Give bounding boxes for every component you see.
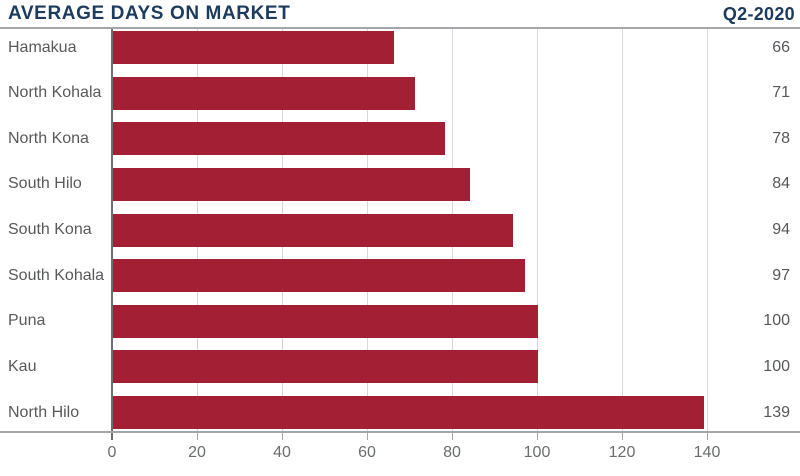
value-label: 84 <box>772 175 790 193</box>
bar-row: North Kohala 71 <box>0 76 800 110</box>
value-label: 78 <box>772 129 790 147</box>
gridline-100 <box>537 29 538 431</box>
chart-period: Q2-2020 <box>722 4 795 24</box>
zero-axis-line <box>111 29 113 440</box>
bar-south-hilo <box>113 167 470 201</box>
chart-title: AVERAGE DAYS ON MARKET <box>8 3 291 24</box>
gridline-120 <box>622 29 623 431</box>
x-tick-label: 40 <box>273 444 291 461</box>
x-tick-label: 140 <box>693 444 721 461</box>
tickmark-60 <box>367 433 368 440</box>
value-label: 100 <box>763 312 790 330</box>
bar-row: Hamakua 66 <box>0 31 800 64</box>
bar-row: South Kohala 97 <box>0 259 800 293</box>
bar-rows: Hamakua 66 North Kohala 71 North Kona 78 South… <box>0 29 800 431</box>
x-tick-label: 20 <box>188 444 206 461</box>
value-label: 71 <box>772 84 790 102</box>
x-tick-label: 0 <box>107 444 117 461</box>
value-label: 139 <box>763 403 790 421</box>
category-label: Kau <box>8 357 37 375</box>
bar-south-kohala <box>113 259 526 293</box>
tickmark-20 <box>197 433 198 440</box>
bar-hamakua <box>113 31 394 64</box>
tickmark-140 <box>707 433 708 440</box>
category-label: South Kona <box>8 221 92 238</box>
category-label: South Kohala <box>8 266 105 284</box>
gridline-140 <box>707 29 708 431</box>
plot-area: Hamakua 66 North Kohala 71 North Kona 78 South… <box>0 29 800 431</box>
bar-north-hilo <box>113 396 704 429</box>
tickmark-100 <box>537 433 538 440</box>
x-tick-label: 60 <box>358 444 376 461</box>
value-label: 94 <box>772 221 790 238</box>
bar-row: Kau 100 <box>0 350 800 384</box>
bar-kau <box>113 350 538 384</box>
bar-row: North Hilo 139 <box>0 396 800 429</box>
bottom-rule <box>0 431 800 433</box>
bar-row: South Hilo 84 <box>0 167 800 201</box>
category-label: North Kona <box>8 129 89 147</box>
tickmark-120 <box>622 433 623 440</box>
value-label: 100 <box>763 357 790 375</box>
category-label: Puna <box>8 312 46 330</box>
value-label: 97 <box>772 266 790 284</box>
x-tick-label: 120 <box>608 444 636 461</box>
bar-north-kona <box>113 122 445 156</box>
bar-puna <box>113 304 538 338</box>
bar-row: North Kona 78 <box>0 122 800 156</box>
tickmark-80 <box>452 433 453 440</box>
category-label: South Hilo <box>8 175 82 193</box>
tickmark-40 <box>282 433 283 440</box>
value-label: 66 <box>772 38 790 56</box>
category-label: Hamakua <box>8 38 77 56</box>
bar-south-kona <box>113 213 513 247</box>
category-label: North Kohala <box>8 84 102 102</box>
x-tick-label: 80 <box>443 444 461 461</box>
bar-row: Puna 100 <box>0 304 800 338</box>
bar-row: South Kona 94 <box>0 213 800 247</box>
x-tick-label: 100 <box>523 444 551 461</box>
bar-north-kohala <box>113 76 415 110</box>
category-label: North Hilo <box>8 403 80 421</box>
top-rule <box>0 27 800 29</box>
